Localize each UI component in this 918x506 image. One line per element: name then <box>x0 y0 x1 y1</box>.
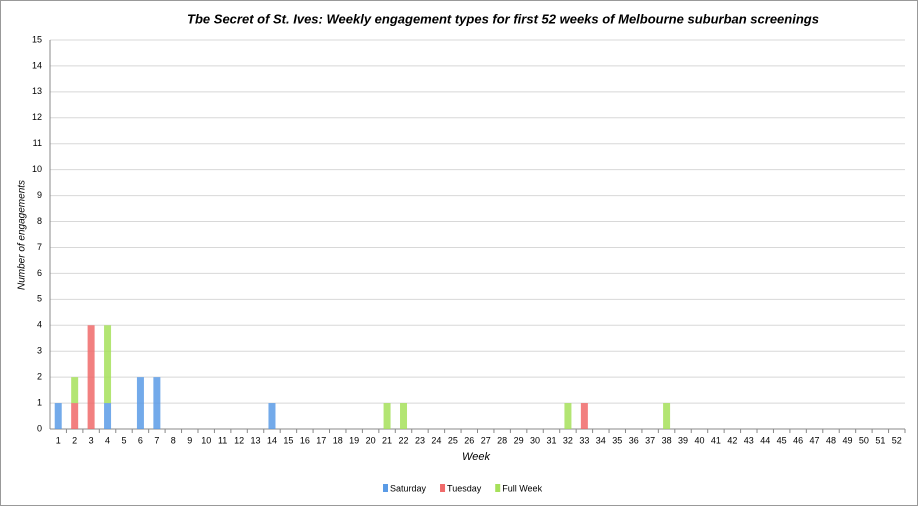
y-tick-label: 13 <box>32 86 42 96</box>
x-tick-label: 3 <box>89 435 94 445</box>
x-tick-label: 30 <box>530 435 540 445</box>
x-tick-label: 31 <box>546 435 556 445</box>
y-tick-label: 0 <box>37 423 42 433</box>
x-tick-label: 14 <box>267 435 277 445</box>
x-tick-label: 9 <box>187 435 192 445</box>
x-tick-label: 12 <box>234 435 244 445</box>
x-tick-label: 24 <box>431 435 441 445</box>
bar-segment <box>580 403 588 429</box>
x-tick-label: 42 <box>727 435 737 445</box>
x-tick-label: 1 <box>56 435 61 445</box>
bar-segment <box>104 325 112 404</box>
x-tick-label: 4 <box>105 435 110 445</box>
bar-segment <box>268 403 276 429</box>
y-tick-label: 6 <box>37 268 42 278</box>
bar-segment <box>383 403 391 429</box>
x-tick-label: 43 <box>744 435 754 445</box>
y-tick-label: 8 <box>37 216 42 226</box>
x-tick-label: 52 <box>892 435 902 445</box>
y-tick-label: 10 <box>32 164 42 174</box>
x-tick-label: 35 <box>612 435 622 445</box>
x-tick-label: 6 <box>138 435 143 445</box>
x-tick-label: 32 <box>563 435 573 445</box>
x-tick-label: 17 <box>316 435 326 445</box>
x-tick-label: 36 <box>629 435 639 445</box>
x-tick-label: 15 <box>283 435 293 445</box>
legend-label: Tuesday <box>447 483 482 493</box>
y-tick-label: 14 <box>32 60 42 70</box>
y-tick-label: 15 <box>32 34 42 44</box>
x-tick-label: 20 <box>366 435 376 445</box>
bar-segment <box>71 403 79 429</box>
x-tick-label: 45 <box>777 435 787 445</box>
x-tick-label: 23 <box>415 435 425 445</box>
bar-segment <box>87 325 95 429</box>
x-tick-label: 48 <box>826 435 836 445</box>
legend-label: Saturday <box>390 483 427 493</box>
x-tick-label: 21 <box>382 435 392 445</box>
y-tick-label: 11 <box>33 138 42 148</box>
x-tick-label: 2 <box>72 435 77 445</box>
x-tick-label: 39 <box>678 435 688 445</box>
x-tick-label: 19 <box>349 435 359 445</box>
bar-segment <box>54 403 62 429</box>
y-tick-label: 3 <box>37 346 42 356</box>
x-tick-label: 41 <box>711 435 721 445</box>
x-tick-label: 7 <box>154 435 159 445</box>
y-tick-label: 9 <box>37 190 42 200</box>
x-tick-label: 26 <box>464 435 474 445</box>
bar-segment <box>400 403 408 429</box>
x-tick-label: 51 <box>875 435 885 445</box>
x-tick-label: 50 <box>859 435 869 445</box>
legend-label: Full Week <box>502 483 542 493</box>
y-tick-label: 2 <box>37 372 42 382</box>
x-axis-label: Week <box>462 451 490 463</box>
x-tick-label: 10 <box>201 435 211 445</box>
x-tick-label: 46 <box>793 435 803 445</box>
y-tick-label: 7 <box>37 242 42 252</box>
y-axis-label: Number of engagements <box>17 180 28 290</box>
x-tick-label: 5 <box>121 435 126 445</box>
x-tick-label: 40 <box>694 435 704 445</box>
x-tick-label: 33 <box>579 435 589 445</box>
y-tick-label: 4 <box>37 320 42 330</box>
x-tick-label: 27 <box>481 435 491 445</box>
y-tick-label: 5 <box>37 294 42 304</box>
x-tick-label: 47 <box>810 435 820 445</box>
legend-swatch <box>440 484 446 492</box>
x-tick-label: 18 <box>333 435 343 445</box>
x-tick-label: 38 <box>662 435 672 445</box>
bar-segment <box>71 377 79 404</box>
x-tick-label: 13 <box>251 435 261 445</box>
bar-segment <box>564 403 572 429</box>
x-tick-label: 11 <box>218 435 227 445</box>
legend-swatch <box>383 484 388 492</box>
x-tick-label: 34 <box>596 435 606 445</box>
x-tick-label: 22 <box>399 435 409 445</box>
bar-segment <box>153 377 161 429</box>
x-tick-label: 16 <box>300 435 310 445</box>
x-tick-label: 37 <box>645 435 655 445</box>
x-tick-label: 25 <box>448 435 458 445</box>
y-tick-label: 1 <box>37 397 42 407</box>
x-tick-label: 49 <box>842 435 852 445</box>
x-tick-label: 28 <box>497 435 507 445</box>
x-tick-label: 44 <box>760 435 770 445</box>
x-tick-label: 8 <box>171 435 176 445</box>
chart-title: Tbe Secret of St. Ives: Weekly engagemen… <box>187 11 819 26</box>
bar-segment <box>663 403 671 429</box>
bar-segment <box>136 377 144 429</box>
legend-swatch <box>495 484 501 492</box>
bar-segment <box>104 403 112 429</box>
y-tick-label: 12 <box>32 112 42 122</box>
x-tick-label: 29 <box>514 435 524 445</box>
